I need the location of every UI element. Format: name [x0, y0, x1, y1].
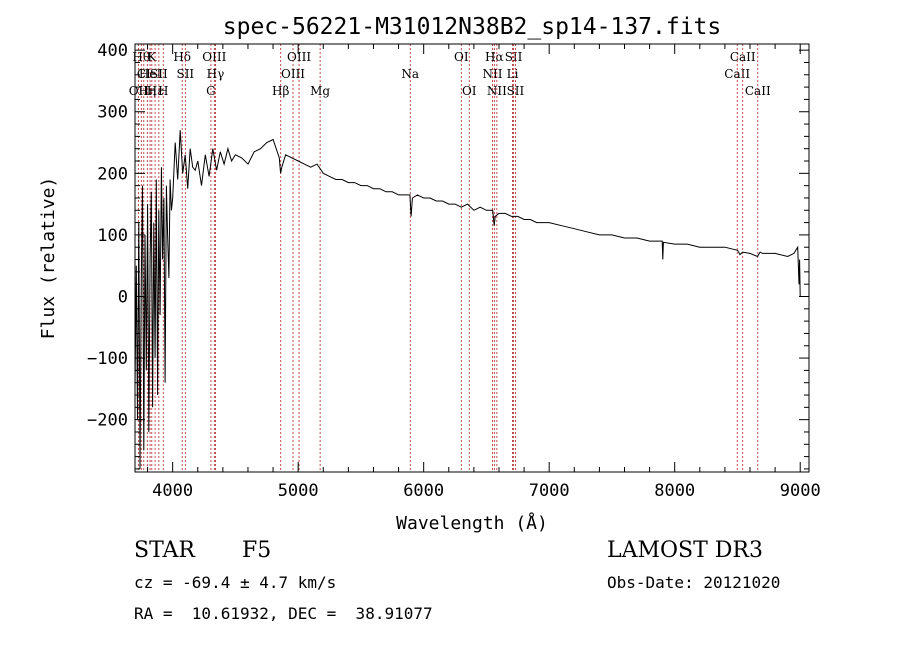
spectral-line-label: CaII: [730, 50, 756, 64]
plot-frame: [134, 43, 810, 473]
spectral-line-label: SII: [176, 67, 194, 81]
spectral-line-label: OI: [454, 50, 469, 64]
spectral-line-label: OIII: [287, 50, 311, 64]
spectral-line-label: NII: [482, 67, 502, 81]
x-tick-label: 9000: [780, 481, 821, 501]
spectral-line-label: Na: [401, 67, 419, 81]
spectral-line-label: HeI: [139, 67, 162, 81]
spectral-line-label: SII: [507, 84, 525, 98]
series-line-flux: [134, 130, 801, 469]
spectral-line-label: Hη: [138, 84, 156, 98]
x-tick-label: 5000: [278, 481, 319, 501]
y-axis-label: Flux (relative): [38, 177, 59, 340]
spectral-line-label: Hγ: [207, 67, 225, 81]
y-tick-label: 300: [97, 103, 128, 123]
spectral-line-label: Hε: [147, 84, 164, 98]
y-tick-label: 200: [97, 164, 128, 184]
spectral-line-label: Hα: [485, 50, 504, 64]
spectral-line-label: NII: [487, 84, 507, 98]
y-tick-label: 100: [97, 226, 128, 246]
spectral-line-label: Hβ: [272, 84, 289, 98]
survey-name: LAMOST DR3: [607, 538, 763, 563]
spectral-line-label: OIII: [202, 50, 226, 64]
spectral-line-label: Hδ: [173, 50, 191, 64]
y-tick-label: −200: [87, 411, 128, 431]
spectral-line-label: G: [206, 84, 216, 98]
y-tick-label: 400: [97, 41, 128, 61]
spectral-line-label: SII: [505, 50, 523, 64]
spectral-line-label: CaII: [724, 67, 750, 81]
x-axis-label: Wavelength (Å): [396, 512, 548, 534]
coordinates: RA = 10.61932, DEC = 38.91077: [134, 604, 433, 623]
spectral-line-label: OII: [129, 84, 149, 98]
spectral-line-label: CaII: [745, 84, 771, 98]
spectral-line-label: H: [158, 84, 168, 98]
spectral-line-markers: OIIHθCIHηHeIKHεSIIHHδSIIGOIIIHγHβOIIIOII…: [129, 44, 771, 472]
spectral-line-label: OI: [462, 84, 477, 98]
observation-date: Obs-Date: 20121020: [607, 573, 781, 592]
spectral-line-label: Li: [507, 67, 519, 81]
x-tick-label: 8000: [654, 481, 695, 501]
spectrum-chart: spec-56221-M31012N38B2_sp14-137.fits OII…: [38, 14, 821, 534]
x-tick-label: 7000: [529, 481, 570, 501]
spectral-line-label: K: [147, 50, 157, 64]
y-tick-label: 0: [118, 287, 128, 307]
spectral-line-label: SII: [150, 67, 168, 81]
spectral-line-label: Mg: [310, 84, 330, 98]
y-tick-label: −100: [87, 349, 128, 369]
x-tick-label: 6000: [403, 481, 444, 501]
axes-layer: 4000 5000 6000 7000 8000 9000 −200 −100 0 100 200 3…: [87, 41, 821, 501]
series-layer: [134, 130, 801, 469]
spectral-line-label: Hθ: [132, 50, 150, 64]
object-subclass: F5: [242, 538, 272, 563]
spectral-line-label: OIII: [281, 67, 305, 81]
redshift-velocity: cz = -69.4 ± 4.7 km/s: [134, 573, 337, 592]
object-class: STAR: [134, 538, 195, 563]
x-tick-label: 4000: [152, 481, 193, 501]
chart-title: spec-56221-M31012N38B2_sp14-137.fits: [223, 14, 722, 40]
